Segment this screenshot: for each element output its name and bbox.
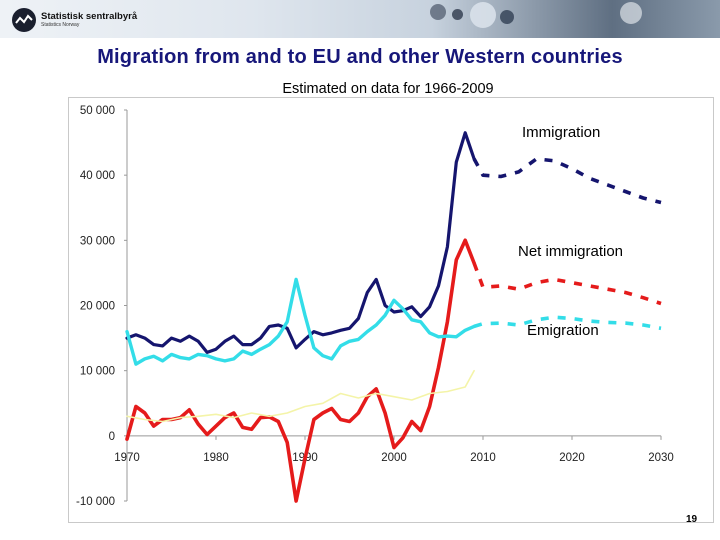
series-line-other (126, 369, 475, 423)
series-line-immigration (125, 131, 476, 354)
y-tick-label: 20 000 (80, 301, 115, 313)
series-forecast-emigration (473, 315, 662, 331)
series-lines (125, 131, 662, 503)
x-tick-label: 2010 (470, 452, 496, 464)
y-tick-label: 10 000 (80, 366, 115, 378)
x-tick-label: 2020 (559, 452, 585, 464)
series-forecast-immigration (472, 157, 662, 205)
x-tick-label: 2030 (648, 452, 674, 464)
chart-title: Migration from and to EU and other Weste… (97, 46, 623, 68)
series-line-emigration (125, 277, 476, 366)
wave-logo-icon (12, 8, 36, 32)
logo-name: Statistisk sentralbyrå (41, 10, 138, 22)
y-tick-label: -10 000 (76, 496, 115, 508)
y-tick-label: 40 000 (80, 170, 115, 182)
series-label-immigration: Immigration (522, 124, 600, 141)
chart-subtitle: Estimated on data for 1966-2009 (282, 81, 494, 97)
series-labels: Immigration Net immigration Emigration (518, 124, 623, 339)
series-label-emigration: Emigration (527, 322, 599, 339)
chart-frame (68, 97, 714, 523)
y-tick-label: 50 000 (80, 105, 115, 117)
x-tick-label: 2000 (381, 452, 407, 464)
logo: Statistisk sentralbyrå Statistics Norway (12, 8, 137, 32)
header-banner: Statistisk sentralbyrå Statistics Norway (0, 0, 720, 38)
x-tick-label: 1980 (203, 452, 229, 464)
y-tick-label: 0 (109, 431, 115, 443)
series-line-net_immigration (125, 238, 476, 503)
logo-subtitle: Statistics Norway (41, 22, 80, 29)
y-tick-label: 30 000 (80, 235, 115, 247)
series-label-net_immigration: Net immigration (518, 243, 623, 260)
page-number: 19 (686, 514, 698, 525)
tick-labels: 50 000 40 000 30 000 20 000 10 000 0 -10 000 19… (76, 105, 674, 508)
x-tick-label: 1970 (114, 452, 140, 464)
series-forecast-net_immigration (472, 262, 662, 306)
